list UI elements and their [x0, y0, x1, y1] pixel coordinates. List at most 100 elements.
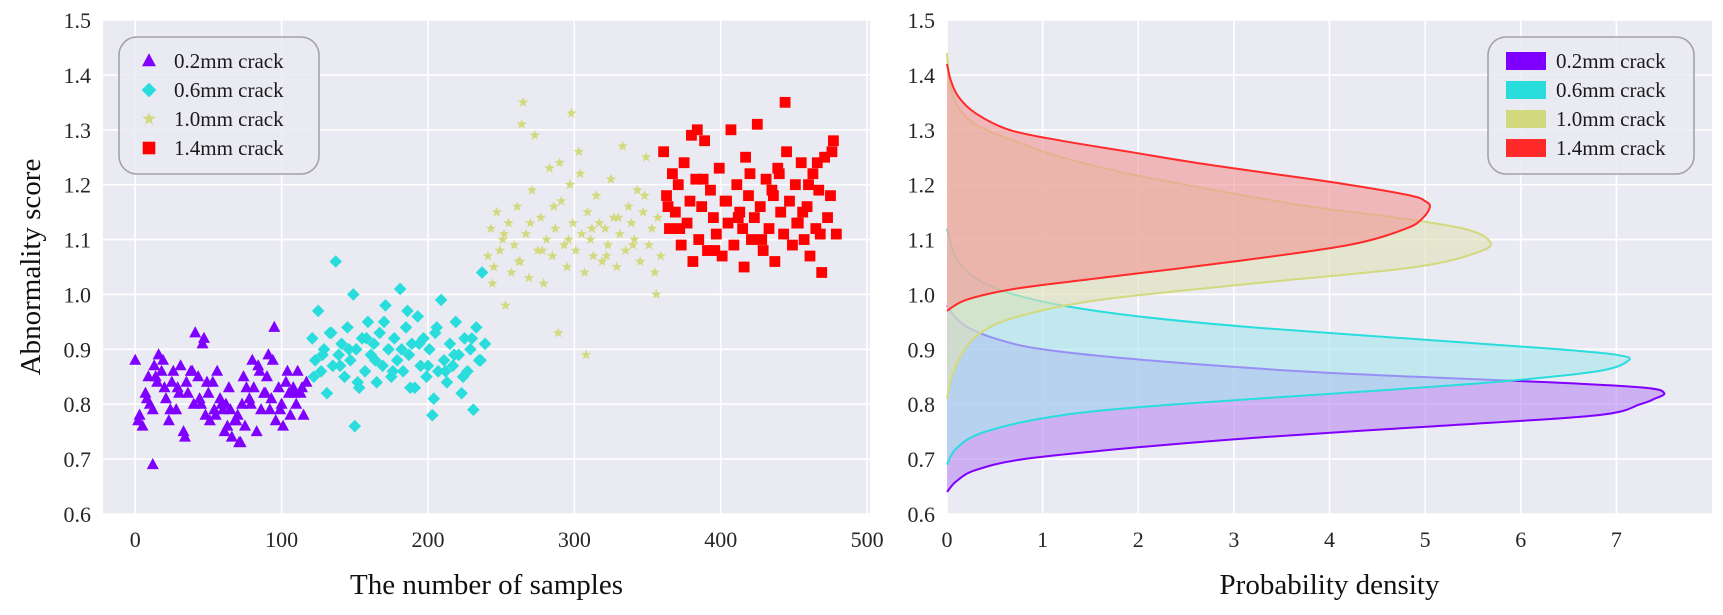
density-x-tick-label: 1	[1037, 527, 1048, 552]
density-y-tick-label: 0.7	[908, 447, 936, 472]
scatter-point	[316, 348, 329, 362]
scatter-point	[826, 146, 838, 158]
scatter-y-ticks: 0.6 0.7 0.8 0.9 1.0 1.1 1.2 1.3 1.4 1.5	[64, 8, 92, 527]
scatter-point	[586, 223, 598, 233]
scatter-point	[498, 228, 510, 239]
scatter-point	[177, 425, 190, 437]
scatter-point	[672, 179, 684, 191]
scatter-point	[734, 206, 746, 218]
scatter-point	[165, 375, 178, 387]
scatter-point	[555, 195, 567, 206]
scatter-point	[146, 403, 159, 415]
scatter-point	[133, 408, 146, 420]
scatter-point	[513, 256, 524, 266]
scatter-point	[268, 320, 281, 332]
scatter-point	[396, 364, 410, 378]
scatter-point	[351, 375, 364, 389]
scatter-x-tick-label: 500	[851, 527, 884, 552]
scatter-point	[804, 250, 816, 262]
scatter-point	[426, 408, 439, 422]
scatter-point	[639, 190, 650, 201]
scatter-point	[746, 234, 757, 245]
scatter-point	[743, 190, 754, 202]
scatter-point	[756, 234, 768, 245]
scatter-point	[417, 332, 430, 345]
scatter-point	[548, 201, 560, 212]
scatter-point	[576, 228, 587, 239]
scatter-point	[376, 359, 389, 373]
density-y-tick-label: 1.3	[908, 118, 936, 143]
scatter-point	[517, 96, 529, 107]
scatter-point	[164, 403, 177, 415]
scatter-point	[255, 403, 268, 415]
scatter-point	[611, 261, 622, 272]
scatter-point	[430, 321, 444, 334]
legend-label: 0.2mm crack	[174, 49, 284, 73]
scatter-x-tick-label: 200	[411, 527, 444, 552]
scatter-point	[129, 353, 142, 365]
scatter-point	[478, 337, 492, 351]
density-x-ticks: 0 1 2 3 4 5 6 7	[942, 527, 1622, 552]
scatter-point	[387, 332, 401, 345]
scatter-point	[246, 353, 259, 365]
density-x-tick-label: 4	[1324, 527, 1335, 552]
scatter-point	[798, 234, 810, 245]
legend-entry: 1.4mm crack	[142, 136, 284, 160]
density-x-tick-label: 3	[1228, 527, 1239, 552]
scatter-point	[678, 157, 690, 169]
scatter-point	[526, 184, 538, 195]
scatter-point	[620, 245, 631, 255]
scatter-point	[509, 239, 520, 250]
scatter-point	[789, 179, 801, 191]
scatter-point	[652, 212, 663, 222]
scatter-x-tick-label: 100	[265, 527, 298, 552]
scatter-point	[348, 419, 362, 433]
scatter-point	[474, 354, 487, 367]
scatter-point	[277, 419, 290, 431]
scatter-point	[402, 348, 416, 362]
legend-label: 1.0mm crack	[174, 107, 284, 131]
scatter-point	[582, 206, 593, 217]
scatter-x-ticks: 0 100 200 300 400 500	[130, 527, 884, 552]
scatter-point	[778, 228, 790, 240]
scatter-point	[404, 381, 417, 395]
scatter-point	[465, 332, 479, 345]
scatter-point	[446, 359, 460, 373]
scatter-point	[525, 217, 536, 228]
triangle-marker-icon	[142, 53, 156, 67]
scatter-point	[162, 414, 175, 426]
scatter-y-tick-label: 1.1	[64, 228, 92, 253]
scatter-point	[643, 239, 655, 250]
color-swatch-icon	[1506, 81, 1546, 99]
legend-label: 0.6mm crack	[174, 78, 284, 102]
scatter-point	[368, 354, 382, 367]
scatter-point	[367, 337, 381, 351]
legend-entry: 0.6mm crack	[1506, 78, 1666, 102]
scatter-point	[469, 321, 483, 334]
scatter-point	[219, 397, 232, 409]
scatter-point	[243, 392, 256, 404]
scatter-point	[329, 255, 343, 268]
scatter-point	[360, 332, 373, 345]
scatter-point	[574, 168, 586, 179]
scatter-point	[728, 239, 740, 251]
scatter-point	[772, 162, 784, 174]
scatter-point	[716, 250, 728, 262]
scatter-point	[690, 173, 702, 185]
legend-label: 0.2mm crack	[1556, 49, 1666, 73]
scatter-point	[740, 151, 751, 163]
scatter-point	[149, 370, 162, 382]
scatter-point	[236, 397, 249, 409]
scatter-point	[497, 234, 508, 244]
scatter-point	[766, 184, 778, 196]
scatter-x-tick-label: 0	[130, 527, 141, 552]
scatter-point	[373, 326, 386, 340]
scatter-point	[801, 201, 813, 213]
density-curve-1-4mm-crack	[946, 63, 1431, 312]
scatter-point	[580, 349, 592, 360]
scatter-point	[139, 386, 152, 398]
scatter-point	[563, 234, 574, 244]
legend-entry: 0.2mm crack	[142, 49, 284, 73]
scatter-point	[287, 381, 300, 393]
scatter-point	[157, 353, 170, 365]
